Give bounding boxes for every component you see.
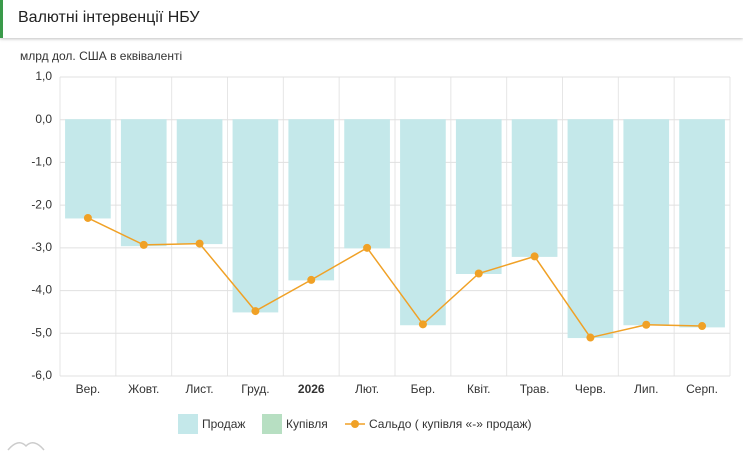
bar <box>65 119 111 219</box>
legend-swatch <box>262 414 282 434</box>
y-tick-label: 1,0 <box>35 69 52 83</box>
legend-label: Купівля <box>286 417 328 431</box>
y-tick-label: -1,0 <box>31 155 52 169</box>
x-tick-label: Квіт. <box>467 382 491 396</box>
point <box>474 269 483 278</box>
point <box>363 243 372 252</box>
x-tick-label: Лют. <box>355 382 379 396</box>
bar <box>288 119 335 281</box>
y-tick-label: -2,0 <box>31 197 52 211</box>
point <box>698 322 707 331</box>
line <box>87 217 703 339</box>
bar <box>511 119 558 257</box>
chart-title: Валютні інтервенції НБУ <box>18 9 200 26</box>
bar <box>623 119 670 326</box>
x-tick-label: Груд. <box>241 382 269 396</box>
point <box>83 213 92 222</box>
bar <box>176 119 223 245</box>
point <box>307 275 316 284</box>
bar <box>400 119 446 326</box>
point <box>418 320 427 329</box>
legend-swatch <box>178 414 198 434</box>
legend-label: Сальдо ( купівля «-» продаж) <box>369 417 532 431</box>
x-tick-label: 2026 <box>298 382 325 396</box>
logo <box>7 442 45 451</box>
bar <box>455 119 502 274</box>
bar <box>232 119 279 313</box>
point <box>195 239 204 248</box>
legend-label: Продаж <box>202 417 245 431</box>
y-tick-label: 0,0 <box>35 112 52 126</box>
point <box>642 320 651 329</box>
point <box>139 240 148 249</box>
x-tick-label: Серп. <box>686 382 718 396</box>
bar <box>567 119 614 339</box>
bar <box>344 119 390 249</box>
point <box>251 307 260 316</box>
x-tick-label: Вер. <box>76 382 101 396</box>
x-tick-label: Бер. <box>411 382 436 396</box>
y-tick-label: -3,0 <box>31 240 52 254</box>
y-tick-label: -4,0 <box>31 283 52 297</box>
bar <box>679 119 725 328</box>
x-tick-label: Черв. <box>575 382 606 396</box>
bar <box>120 119 167 247</box>
x-tick-label: Лип. <box>634 382 658 396</box>
x-tick-label: Жовт. <box>128 382 159 396</box>
y-tick-label: -6,0 <box>31 368 52 382</box>
y-tick-label: -5,0 <box>31 325 52 339</box>
header: Валютні інтервенції НБУ <box>0 0 743 38</box>
y-axis-label: млрд дол. США в еквіваленті <box>20 49 182 63</box>
point <box>586 333 595 342</box>
x-tick-label: Трав. <box>520 382 550 396</box>
point <box>530 252 539 261</box>
x-tick-label: Лист. <box>186 382 214 396</box>
legend-swatch <box>351 420 359 428</box>
